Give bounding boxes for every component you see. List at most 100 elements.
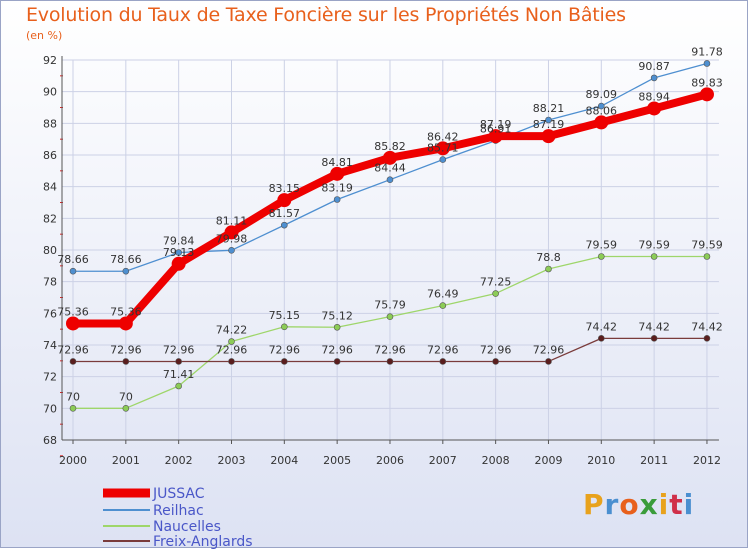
data-label-jussac: 84.81 <box>321 156 353 169</box>
proxiti-logo: Proxiti <box>583 488 694 521</box>
data-label-jussac: 88.06 <box>586 104 618 117</box>
data-label-freix-anglards: 72.96 <box>427 343 459 356</box>
data-label-reilhac: 79.98 <box>216 232 248 245</box>
data-point-jussac <box>541 129 556 144</box>
data-label-reilhac: 79.84 <box>163 235 195 248</box>
data-label-freix-anglards: 72.96 <box>110 343 142 356</box>
data-point-jussac <box>66 316 80 331</box>
data-label-freix-anglards: 72.96 <box>480 343 512 356</box>
grid-layer <box>62 59 719 441</box>
data-point-naucelles <box>69 405 77 412</box>
logo-letter: r <box>604 488 620 521</box>
data-point-jussac <box>647 101 662 116</box>
data-label-naucelles: 75.15 <box>269 309 301 322</box>
x-tick-label: 2011 <box>640 454 668 467</box>
y-tick-label: 72 <box>43 371 57 384</box>
y-tick-label: 78 <box>43 276 57 289</box>
data-label-reilhac: 89.09 <box>586 88 618 101</box>
logo-letter: i <box>658 488 670 521</box>
data-point-reilhac <box>439 156 447 163</box>
x-tick-label: 2005 <box>323 454 351 467</box>
data-label-jussac: 75.36 <box>57 305 89 318</box>
data-point-reilhac <box>281 221 288 229</box>
data-point-reilhac <box>122 267 130 275</box>
data-point-naucelles <box>439 302 447 309</box>
data-label-naucelles: 74.22 <box>216 324 248 337</box>
data-label-reilhac: 78.66 <box>57 253 89 266</box>
data-label-naucelles: 79.59 <box>586 238 618 251</box>
data-point-freix-anglards <box>228 358 235 365</box>
data-label-jussac: 89.83 <box>691 76 723 89</box>
legend-label-freix-anglards: Freix-Anglards <box>153 534 253 550</box>
data-label-jussac: 85.82 <box>374 140 406 153</box>
legend-label-reilhac: Reilhac <box>153 503 204 519</box>
data-label-naucelles: 76.49 <box>427 288 459 301</box>
y-tick-label: 88 <box>43 117 57 130</box>
data-point-reilhac <box>228 247 235 254</box>
data-label-jussac: 87.19 <box>480 118 512 131</box>
data-point-freix-anglards <box>650 335 658 342</box>
data-label-naucelles: 70 <box>66 390 80 403</box>
data-label-reilhac: 83.19 <box>321 181 353 194</box>
data-label-reilhac: 84.44 <box>374 162 406 175</box>
data-label-freix-anglards: 72.96 <box>533 343 565 356</box>
x-tick-label: 2008 <box>482 454 510 467</box>
y-tick-label: 92 <box>43 54 57 67</box>
data-label-reilhac: 86.91 <box>480 123 512 136</box>
data-point-naucelles <box>650 253 658 260</box>
data-point-jussac <box>594 115 609 130</box>
data-point-naucelles <box>597 253 605 260</box>
data-label-jussac: 86.42 <box>427 130 459 143</box>
data-point-naucelles <box>122 405 130 412</box>
x-tick-label: 2003 <box>217 454 245 467</box>
data-point-freix-anglards <box>545 358 552 365</box>
data-point-naucelles <box>386 313 394 320</box>
logo-letter: i <box>683 488 695 521</box>
data-point-freix-anglards <box>69 358 77 365</box>
series-layer <box>66 60 714 412</box>
data-point-reilhac <box>386 176 394 183</box>
data-label-freix-anglards: 74.42 <box>586 320 618 333</box>
logo-letter: P <box>583 488 605 521</box>
data-label-reilhac: 88.21 <box>533 102 565 115</box>
data-label-reilhac: 91.78 <box>691 45 723 58</box>
data-point-jussac <box>277 193 292 208</box>
x-tick-label: 2002 <box>165 454 193 467</box>
data-label-freix-anglards: 72.96 <box>216 343 248 356</box>
data-point-jussac <box>224 225 239 240</box>
data-label-jussac: 81.11 <box>216 214 248 227</box>
data-point-naucelles <box>492 290 499 297</box>
y-tick-label: 90 <box>43 86 57 99</box>
legend-label-naucelles: Naucelles <box>153 519 221 535</box>
y-tick-label: 68 <box>43 434 57 447</box>
data-point-freix-anglards <box>122 358 130 365</box>
chart-subtitle: (en %) <box>26 29 63 42</box>
x-tick-label: 2006 <box>376 454 404 467</box>
data-point-freix-anglards <box>386 358 394 365</box>
data-point-freix-anglards <box>175 358 182 365</box>
legend-label-jussac: JUSSAC <box>152 486 205 502</box>
data-point-naucelles <box>175 382 182 390</box>
data-point-jussac <box>171 256 186 271</box>
data-point-jussac <box>382 150 397 165</box>
data-label-reilhac: 90.87 <box>638 60 670 73</box>
y-tick-label: 76 <box>43 307 57 320</box>
y-tick-label: 84 <box>43 181 57 194</box>
data-point-freix-anglards <box>597 335 605 342</box>
data-point-reilhac <box>333 196 341 203</box>
data-label-freix-anglards: 72.96 <box>321 343 353 356</box>
chart-title: Evolution du Taux de Taxe Foncière sur l… <box>26 4 626 26</box>
data-point-naucelles <box>703 253 711 260</box>
data-point-naucelles <box>545 265 552 273</box>
x-tick-label: 2000 <box>59 454 87 467</box>
logo-letter: x <box>639 488 659 521</box>
y-tick-label: 82 <box>43 212 57 225</box>
data-label-jussac: 87.19 <box>533 118 565 131</box>
x-tick-label: 2009 <box>534 454 562 467</box>
axis-layer: 68 70 72 74 76 78 80 82 84 86 88 90 92 2000 2001 2002 20… <box>43 54 721 467</box>
data-label-jussac: 83.15 <box>269 182 301 195</box>
data-point-jussac <box>699 87 714 102</box>
data-point-freix-anglards <box>333 358 341 365</box>
